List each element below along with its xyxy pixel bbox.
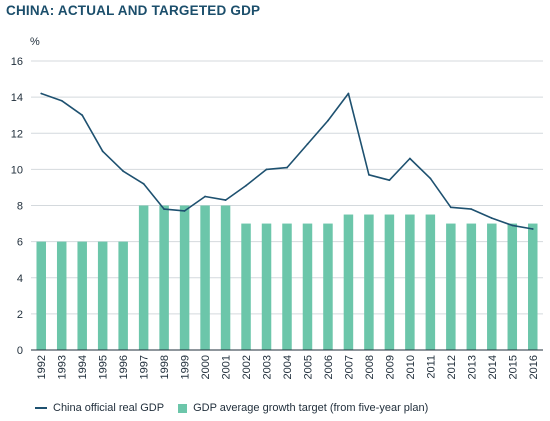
target-bar xyxy=(507,223,518,350)
gdp-point xyxy=(306,143,309,145)
x-tick-label: 1994 xyxy=(77,355,89,379)
gdp-point xyxy=(40,92,43,95)
gdp-point xyxy=(511,224,514,227)
target-bar xyxy=(446,223,456,350)
target-bar xyxy=(159,205,169,350)
gdp-point xyxy=(81,114,84,117)
x-tick-label: 2001 xyxy=(221,355,233,379)
gdp-point xyxy=(429,177,432,180)
gdp-point xyxy=(408,157,411,160)
x-tick-label: 1996 xyxy=(118,355,130,379)
gdp-point xyxy=(60,99,63,102)
gdp-point xyxy=(183,210,186,212)
gdp-line-layer xyxy=(40,92,534,230)
target-bar xyxy=(179,205,190,350)
target-bar xyxy=(36,241,46,350)
x-tick-label: 2000 xyxy=(200,355,212,379)
target-bar xyxy=(241,223,251,350)
target-bar xyxy=(487,223,497,350)
y-tick-label: 14 xyxy=(11,92,23,104)
x-tick-label: 2002 xyxy=(241,355,253,379)
target-bar xyxy=(56,241,67,350)
target-bar xyxy=(364,214,374,350)
gdp-point xyxy=(101,150,104,153)
target-bar xyxy=(384,214,395,350)
gdp-point xyxy=(265,168,268,171)
target-bar xyxy=(323,223,333,350)
target-bar xyxy=(200,205,210,350)
target-bar xyxy=(282,223,292,350)
y-tick-label: 8 xyxy=(17,201,23,213)
x-tick-label: 2016 xyxy=(528,355,540,379)
target-bar xyxy=(343,214,354,350)
x-tick-label: 1992 xyxy=(36,355,48,379)
gdp-point xyxy=(245,184,247,187)
x-tick-label: 2003 xyxy=(262,355,274,379)
gdp-point xyxy=(449,206,452,209)
x-tick-label: 2015 xyxy=(507,355,519,379)
legend-label-target: GDP average growth target (from five-yea… xyxy=(193,402,429,414)
x-axis-ticks: 1992 1993 1994 1995 1996 1997 1998 1999 2000 2001… xyxy=(36,355,540,379)
target-bar xyxy=(528,223,538,350)
x-tick-label: 2006 xyxy=(323,355,335,379)
y-axis-unit-label: % xyxy=(30,36,40,48)
chart-legend: China official real GDP GDP average grow… xyxy=(35,402,442,414)
x-tick-label: 2010 xyxy=(405,355,417,379)
target-bar xyxy=(425,214,436,350)
x-tick-label: 2009 xyxy=(384,355,396,379)
gdp-point xyxy=(470,208,473,211)
gdp-line xyxy=(40,92,533,230)
x-tick-label: 2007 xyxy=(343,355,355,379)
gdp-point xyxy=(122,170,125,173)
target-bar xyxy=(138,205,149,350)
target-bar xyxy=(77,241,87,350)
legend-item-gdp: China official real GDP xyxy=(35,402,164,414)
x-tick-label: 2013 xyxy=(466,355,478,379)
x-tick-label: 1999 xyxy=(180,355,192,379)
y-tick-label: 10 xyxy=(11,164,23,176)
x-tick-label: 2008 xyxy=(364,355,376,379)
target-bar xyxy=(405,214,415,350)
y-tick-label: 12 xyxy=(11,128,23,140)
gdp-point xyxy=(286,166,288,169)
y-tick-label: 4 xyxy=(17,273,23,285)
legend-item-target: GDP average growth target (from five-yea… xyxy=(178,402,428,414)
target-bar xyxy=(118,241,128,350)
gdp-point xyxy=(388,179,391,182)
gdp-point xyxy=(490,217,493,220)
chart-title: CHINA: ACTUAL AND TARGETED GDP xyxy=(6,3,261,18)
target-bar xyxy=(97,241,108,350)
target-bar xyxy=(466,223,477,350)
target-bars xyxy=(36,205,538,350)
x-tick-label: 2014 xyxy=(487,355,499,379)
x-tick-label: 1995 xyxy=(98,355,110,379)
gdp-point xyxy=(204,195,206,198)
gdp-point xyxy=(368,173,370,176)
y-tick-label: 2 xyxy=(17,309,23,321)
gdp-point xyxy=(224,199,227,201)
y-axis-ticks: 0 2 4 6 8 10 12 14 16 xyxy=(11,56,23,357)
y-tick-label: 0 xyxy=(17,345,23,357)
y-tick-label: 6 xyxy=(17,237,23,249)
x-tick-label: 1997 xyxy=(139,355,151,379)
gdp-point xyxy=(163,208,166,211)
legend-line-swatch xyxy=(35,407,47,409)
x-tick-label: 2011 xyxy=(425,355,437,379)
gdp-point xyxy=(347,92,350,95)
target-bar xyxy=(261,223,272,350)
gdp-point xyxy=(531,228,534,230)
gdp-point xyxy=(142,182,145,185)
legend-label-gdp: China official real GDP xyxy=(53,402,165,414)
x-tick-label: 2004 xyxy=(282,355,294,379)
target-bar xyxy=(220,205,231,350)
x-tick-label: 2005 xyxy=(302,355,314,379)
legend-bar-swatch xyxy=(178,403,188,413)
x-tick-label: 1998 xyxy=(159,355,171,379)
target-bar xyxy=(302,223,313,350)
y-tick-label: 16 xyxy=(11,56,23,68)
x-tick-label: 2012 xyxy=(446,355,458,379)
x-tick-label: 1993 xyxy=(57,355,69,379)
gdp-point xyxy=(327,119,329,122)
